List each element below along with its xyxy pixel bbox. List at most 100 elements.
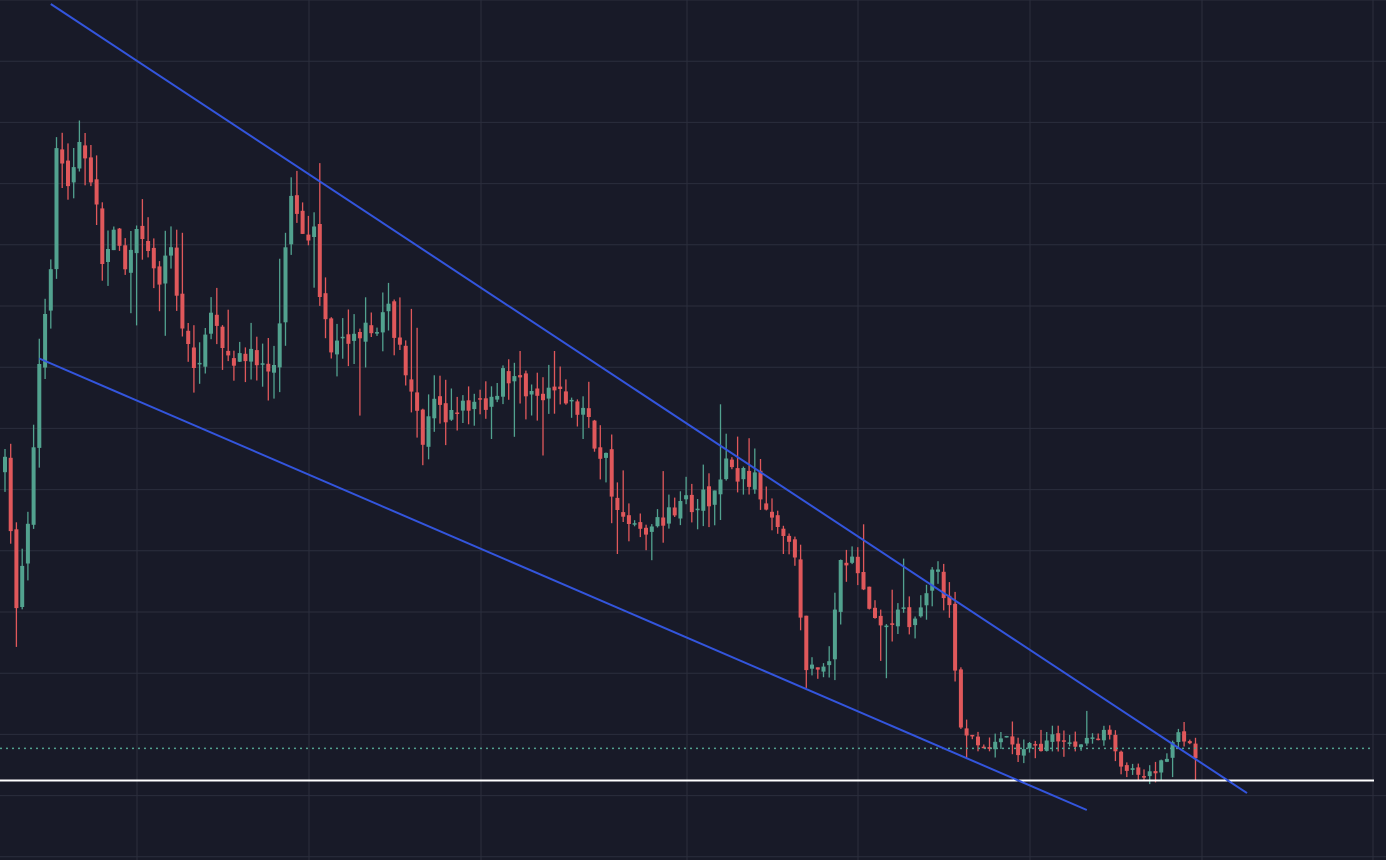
candle-body (1010, 736, 1015, 745)
candle-up (569, 397, 574, 418)
candle-down (123, 238, 128, 275)
candle-body (209, 312, 213, 334)
candle-up (918, 595, 923, 618)
candle-body (1182, 731, 1187, 742)
candle-body (878, 615, 883, 626)
candle-up (501, 365, 505, 405)
candle-down (770, 498, 774, 531)
candle-down (907, 596, 912, 635)
candle-body (191, 347, 196, 368)
candle-up (249, 322, 254, 380)
candle-body (832, 609, 837, 660)
candle-down (146, 217, 151, 258)
candle-down (844, 549, 849, 582)
candle-body (506, 371, 511, 384)
candle-body (930, 569, 935, 591)
candle-body (718, 479, 723, 495)
candle-body (134, 229, 139, 254)
candle-body (483, 398, 488, 410)
candle-down (804, 615, 809, 688)
candle-up (1044, 732, 1049, 752)
candle-body (363, 322, 368, 342)
candle-up (25, 511, 30, 581)
candle-up (695, 499, 700, 530)
candle-body (37, 364, 42, 448)
candle-body (810, 664, 814, 669)
candle-up (998, 732, 1003, 749)
candle-body (294, 195, 299, 214)
candle-down (626, 503, 631, 542)
candle-up (913, 616, 918, 639)
candle-down (403, 340, 408, 386)
candle-down (558, 366, 563, 405)
candle-up (838, 559, 843, 625)
candle-down (294, 170, 299, 223)
candle-body (546, 387, 551, 399)
candle-body (128, 249, 133, 273)
candle-body (850, 556, 855, 563)
candle-body (798, 559, 803, 618)
candle-body (661, 517, 666, 526)
candle-body (392, 301, 397, 338)
candle-down (478, 389, 483, 415)
candle-body (615, 497, 620, 510)
candle-body (489, 396, 494, 407)
candle-body (947, 595, 952, 606)
candle-body (266, 363, 271, 372)
candle-body (1027, 743, 1032, 749)
candle-body (649, 526, 654, 532)
candle-down (970, 734, 975, 740)
candle-up (260, 343, 265, 387)
candle-down (66, 143, 70, 200)
candle-down (764, 486, 769, 511)
candle-down (397, 297, 402, 350)
candle-body (472, 401, 477, 410)
candle-body (478, 398, 483, 400)
candle-up (1101, 725, 1106, 746)
candle-up (1164, 753, 1169, 763)
candle-down (83, 133, 88, 186)
candle-body (260, 363, 265, 365)
candle-body (157, 266, 162, 285)
candle-body (976, 736, 980, 746)
candle-body (581, 407, 586, 415)
candle-up (1004, 735, 1009, 738)
candle-body (924, 593, 929, 606)
candle-body (340, 336, 345, 339)
candle-body (151, 247, 156, 269)
candle-body (169, 247, 173, 256)
candle-body (117, 228, 122, 246)
candle-body (1056, 733, 1061, 742)
candle-body (529, 391, 534, 395)
candle-body (770, 511, 774, 518)
candle-down (14, 522, 19, 647)
candle-down (1187, 739, 1192, 745)
candle-up (363, 297, 368, 368)
candle-body (901, 607, 906, 609)
candle-down (186, 323, 191, 362)
candle-body (867, 586, 872, 609)
candle-down (615, 482, 620, 554)
candle-body (1090, 737, 1095, 739)
candle-down (180, 232, 185, 337)
candle-down (1113, 730, 1118, 762)
candle-body (346, 334, 351, 344)
candle-down (306, 215, 311, 246)
candle-body (409, 379, 414, 392)
candle-down (1107, 725, 1112, 740)
candle-body (993, 741, 998, 750)
candle-up (1050, 725, 1055, 752)
candle-down (661, 471, 666, 543)
candle-body (1113, 734, 1118, 752)
candle-body (1004, 736, 1009, 738)
candle-body (14, 529, 19, 609)
candle-up (924, 584, 929, 620)
candle-body (815, 667, 820, 670)
candle-body (312, 226, 317, 237)
candle-body (83, 145, 88, 159)
candle-down (1010, 721, 1015, 755)
candle-up (724, 433, 729, 481)
candle-body (707, 486, 711, 507)
